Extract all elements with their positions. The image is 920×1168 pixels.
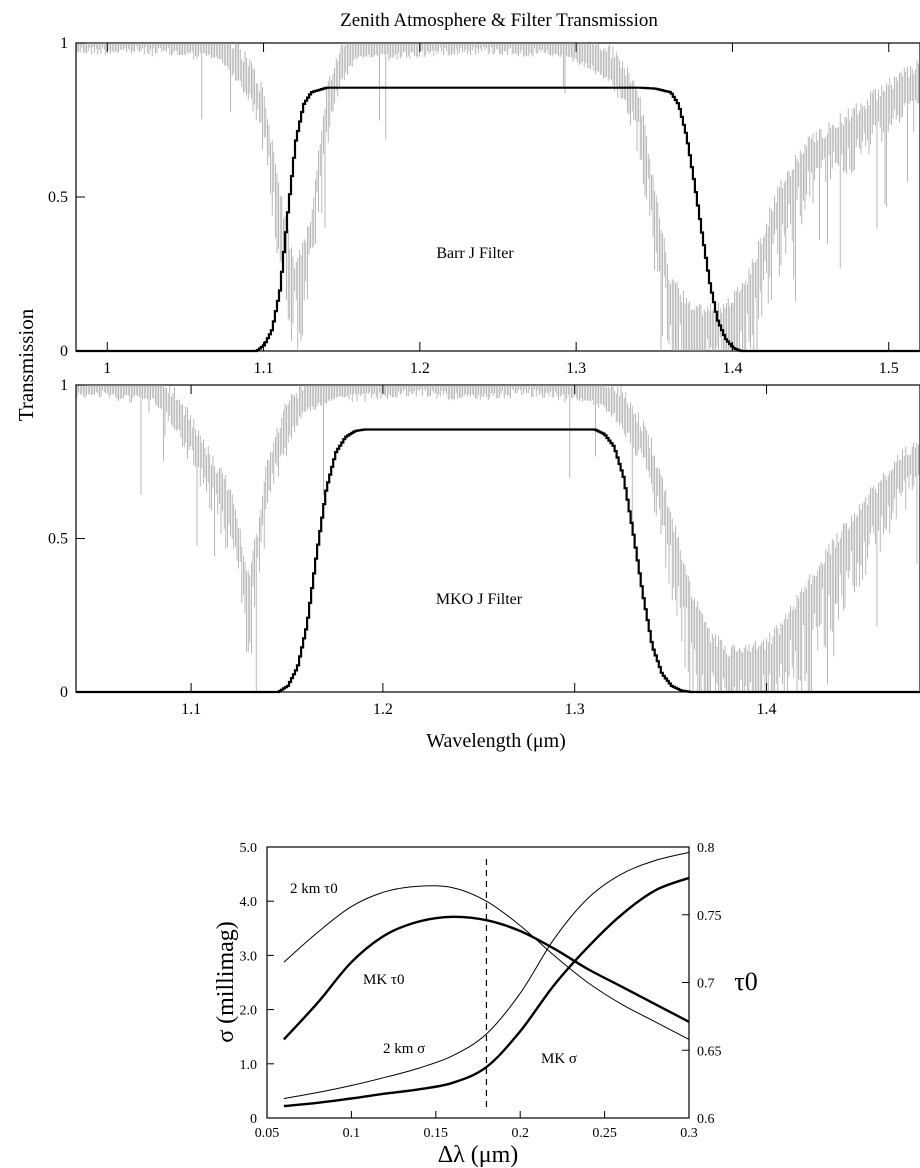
panel-sigma-tau-series	[283, 851, 690, 1108]
panel-barr-j-x-ticks: 1 1.1 1.2 1.3 1.4 1.5	[103, 43, 899, 377]
atmosphere-trace	[76, 43, 919, 351]
panel-sigma-tau-right-ticks: 0.6 0.65 0.7 0.75 0.8	[682, 841, 722, 1127]
panel-mko-j-frame	[75, 384, 920, 693]
x-tick-label: 0.25	[592, 1126, 617, 1141]
atmosphere-curve-mko	[76, 385, 919, 692]
panel-mko-j-x-ticks: 1.1 1.2 1.3 1.4	[181, 385, 777, 718]
y-tick-label: 0	[60, 684, 68, 701]
y-tick-label: 1	[60, 35, 68, 52]
filter-curve-barr-j	[76, 86, 920, 353]
delta-lambda-axis-label: Δλ (μm)	[438, 1142, 519, 1168]
panel-barr-j-y-ticks: 00.51	[48, 35, 85, 360]
y2-tick-label: 0.65	[697, 1044, 722, 1059]
y-tick-label: 0.5	[48, 189, 68, 206]
series-line-2	[283, 876, 690, 1108]
y2-tick-label: 0.6	[697, 1112, 715, 1127]
y-tick-label: 0	[250, 1112, 257, 1127]
tau-axis-label: τ0	[734, 967, 757, 996]
x-tick-label: 1.4	[722, 360, 742, 377]
y2-tick-label: 0.75	[697, 909, 722, 924]
y-tick-label: 2.0	[240, 1004, 258, 1019]
panel-sigma-tau-x-ticks: 0.05 0.1 0.15 0.2 0.25 0.3	[255, 1111, 698, 1141]
label-2km-tau: 2 km τ0	[290, 881, 338, 897]
y-tick-label: 0.5	[48, 531, 68, 548]
figure-title: Zenith Atmosphere & Filter Transmission	[340, 10, 658, 31]
x-tick-label: 0.3	[680, 1126, 698, 1141]
x-tick-label: 0.1	[343, 1126, 361, 1141]
wavelength-axis-label: Wavelength (μm)	[426, 730, 566, 752]
series-line-1	[283, 885, 690, 1040]
atmosphere-trace	[76, 385, 919, 692]
x-tick-label: 1	[103, 360, 111, 377]
label-mk-sigma: MK σ	[541, 1051, 577, 1067]
x-tick-label: 0.2	[511, 1126, 529, 1141]
y-tick-label: 0	[60, 343, 68, 360]
x-tick-label: 1.2	[373, 701, 393, 718]
x-tick-label: 1.5	[879, 360, 899, 377]
series-line-3	[283, 851, 690, 1099]
x-tick-label: 1.3	[565, 701, 585, 718]
panel-mko-j-y-ticks: 00.51	[48, 377, 85, 701]
y2-tick-label: 0.8	[697, 841, 715, 856]
shared-y-axis-label: Transmission	[14, 308, 38, 421]
panel-mko-j: 1.1 1.2 1.3 1.4 00.51 MKO J Filter Waveleng…	[48, 377, 920, 752]
barr-j-filter-label: Barr J Filter	[436, 245, 514, 262]
x-tick-label: 1.4	[757, 701, 777, 718]
panel-sigma-tau: 0.05 0.1 0.15 0.2 0.25 0.3 0 1.0 2.0 3.0 4.0 5.0 0…	[213, 841, 758, 1168]
x-tick-label: 1.1	[254, 360, 274, 377]
filter-curve-mko-j	[76, 428, 920, 694]
panel-barr-j: 1 1.1 1.2 1.3 1.4 1.5 00.51 Barr J Filter	[48, 35, 920, 377]
x-tick-label: 0.05	[255, 1126, 280, 1141]
panel-sigma-tau-left-ticks: 0 1.0 2.0 3.0 4.0 5.0	[240, 841, 274, 1127]
series-line-0	[283, 915, 690, 1041]
y2-tick-label: 0.7	[697, 977, 715, 992]
y-tick-label: 1.0	[240, 1058, 258, 1073]
sigma-axis-label: σ (millimag)	[213, 921, 239, 1043]
label-2km-sigma: 2 km σ	[383, 1041, 425, 1057]
x-tick-label: 1.2	[410, 360, 430, 377]
y-tick-label: 4.0	[240, 895, 258, 910]
panel-barr-j-frame	[75, 42, 920, 352]
y-tick-label: 1	[60, 377, 68, 394]
x-tick-label: 0.15	[424, 1126, 449, 1141]
y-tick-label: 3.0	[240, 949, 258, 964]
mko-j-filter-label: MKO J Filter	[436, 591, 523, 608]
y-tick-label: 5.0	[240, 841, 258, 856]
x-tick-label: 1.1	[181, 701, 201, 718]
label-mk-tau: MK τ0	[363, 972, 404, 988]
atmosphere-curve-barr	[76, 43, 919, 351]
x-tick-label: 1.3	[566, 360, 586, 377]
